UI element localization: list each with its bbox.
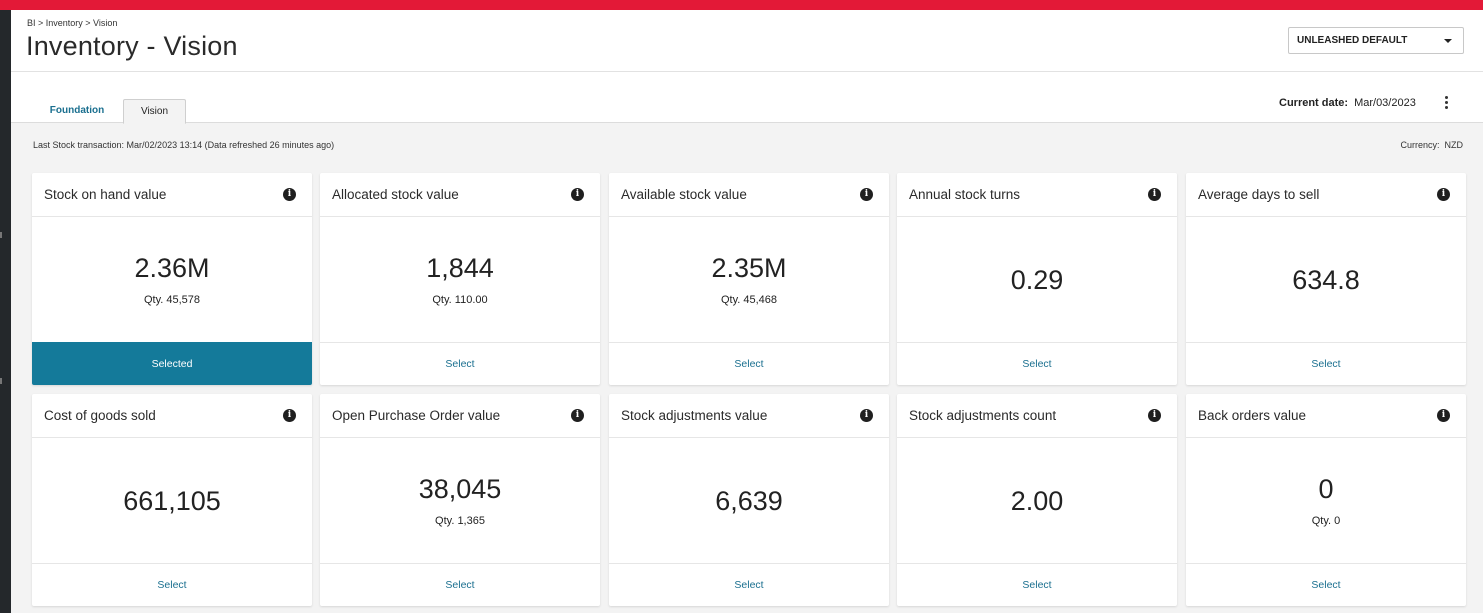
card-value: 1,844	[426, 253, 494, 283]
card-body: 38,045 Qty. 1,365	[320, 438, 600, 563]
select-button[interactable]: Select	[1186, 563, 1466, 606]
card-header: Allocated stock value i	[320, 173, 600, 217]
tab-foundation[interactable]: Foundation	[49, 105, 105, 116]
current-date-label: Current date:	[1279, 97, 1349, 109]
card-header: Available stock value i	[609, 173, 889, 217]
card-title: Allocated stock value	[332, 187, 459, 202]
card-header: Stock adjustments value i	[609, 394, 889, 438]
card-value: 0	[1318, 474, 1334, 504]
breadcrumb: BI > Inventory > Vision	[27, 18, 118, 28]
info-icon[interactable]: i	[1437, 188, 1450, 201]
card-body: 6,639	[609, 438, 889, 563]
info-icon[interactable]: i	[1148, 409, 1161, 422]
card-quantity: Qty. 1,365	[435, 515, 485, 527]
info-icon[interactable]: i	[860, 188, 873, 201]
card-value: 2.00	[1010, 486, 1064, 516]
card-body: 2.35M Qty. 45,468	[609, 217, 889, 342]
card-body: 0 Qty. 0	[1186, 438, 1466, 563]
currency-label: Currency:	[1400, 140, 1440, 150]
chevron-down-icon	[1444, 39, 1452, 43]
info-icon[interactable]: i	[283, 409, 296, 422]
info-icon[interactable]: i	[1148, 188, 1161, 201]
card-title: Stock adjustments value	[621, 408, 768, 423]
card-title: Annual stock turns	[909, 187, 1021, 202]
sidebar-marker	[0, 378, 2, 384]
metric-card: Cost of goods sold i 661,105 Select	[32, 394, 312, 606]
dashboard-select[interactable]: UNLEASHED DEFAULT	[1288, 27, 1464, 54]
select-button[interactable]: Select	[897, 342, 1177, 385]
current-date: Current date: Mar/03/2023	[1279, 97, 1416, 109]
card-body: 0.29	[897, 217, 1177, 342]
metric-card: Stock adjustments value i 6,639 Select	[609, 394, 889, 606]
card-header: Stock adjustments count i	[897, 394, 1177, 438]
select-button[interactable]: Select	[32, 563, 312, 606]
info-icon[interactable]: i	[283, 188, 296, 201]
tab-bar: Foundation Vision Current date: Mar/03/20…	[11, 72, 1483, 124]
card-quantity: Qty. 45,578	[143, 294, 201, 306]
info-icon[interactable]: i	[860, 409, 873, 422]
card-body: 661,105	[32, 438, 312, 563]
current-date-value: Mar/03/2023	[1354, 97, 1416, 109]
card-title: Stock on hand value	[44, 187, 167, 202]
info-icon[interactable]: i	[571, 409, 584, 422]
card-quantity: Qty. 0	[1311, 515, 1341, 527]
card-value: 2.36M	[134, 253, 210, 283]
dashboard-select-value: UNLEASHED DEFAULT	[1297, 35, 1408, 46]
select-button[interactable]: Select	[1186, 342, 1466, 385]
app-sidebar	[0, 10, 11, 613]
card-body: 2.36M Qty. 45,578	[32, 217, 312, 342]
metric-card: Available stock value i 2.35M Qty. 45,468 Se…	[609, 173, 889, 385]
info-icon[interactable]: i	[571, 188, 584, 201]
card-value: 38,045	[418, 474, 502, 504]
card-value: 634.8	[1292, 265, 1360, 295]
card-header: Open Purchase Order value i	[320, 394, 600, 438]
card-body: 2.00	[897, 438, 1177, 563]
card-header: Stock on hand value i	[32, 173, 312, 217]
card-quantity: Qty. 45,468	[720, 294, 778, 306]
card-value: 2.35M	[711, 253, 787, 283]
currency-value: NZD	[1444, 140, 1464, 150]
card-title: Average days to sell	[1198, 187, 1320, 202]
card-title: Open Purchase Order value	[332, 408, 501, 423]
tab-vision[interactable]: Vision	[123, 99, 186, 124]
select-button[interactable]: Select	[320, 563, 600, 606]
card-header: Annual stock turns i	[897, 173, 1177, 217]
select-button[interactable]: Select	[609, 342, 889, 385]
card-header: Average days to sell i	[1186, 173, 1466, 217]
card-title: Back orders value	[1198, 408, 1307, 423]
metric-card: Annual stock turns i 0.29 Select	[897, 173, 1177, 385]
card-title: Cost of goods sold	[44, 408, 156, 423]
card-title: Stock adjustments count	[909, 408, 1057, 423]
page-title: Inventory - Vision	[26, 31, 238, 61]
card-title: Available stock value	[621, 187, 747, 202]
metric-card: Average days to sell i 634.8 Select	[1186, 173, 1466, 385]
sidebar-marker	[0, 232, 2, 238]
card-value: 661,105	[123, 486, 221, 516]
select-button[interactable]: Select	[609, 563, 889, 606]
card-header: Cost of goods sold i	[32, 394, 312, 438]
currency-indicator: Currency: NZD	[1400, 140, 1463, 150]
select-button[interactable]: Select	[897, 563, 1177, 606]
metric-card: Stock adjustments count i 2.00 Select	[897, 394, 1177, 606]
metric-card: Allocated stock value i 1,844 Qty. 110.00 Se…	[320, 173, 600, 385]
card-value: 0.29	[1010, 265, 1064, 295]
card-quantity: Qty. 110.00	[432, 294, 488, 306]
card-body: 1,844 Qty. 110.00	[320, 217, 600, 342]
metric-card: Open Purchase Order value i 38,045 Qty. 1,3…	[320, 394, 600, 606]
last-transaction-status: Last Stock transaction: Mar/02/2023 13:1…	[33, 140, 335, 150]
page-header: BI > Inventory > Vision Inventory - Visi…	[11, 10, 1483, 72]
metric-card: Stock on hand value i 2.36M Qty. 45,578 Sele…	[32, 173, 312, 385]
info-icon[interactable]: i	[1437, 409, 1450, 422]
brand-top-bar	[0, 0, 1483, 10]
card-header: Back orders value i	[1186, 394, 1466, 438]
card-value: 6,639	[715, 486, 783, 516]
selected-button[interactable]: Selected	[32, 342, 312, 385]
select-button[interactable]: Select	[320, 342, 600, 385]
card-body: 634.8	[1186, 217, 1466, 342]
more-options-icon[interactable]	[1444, 96, 1450, 110]
metric-card: Back orders value i 0 Qty. 0 Select	[1186, 394, 1466, 606]
